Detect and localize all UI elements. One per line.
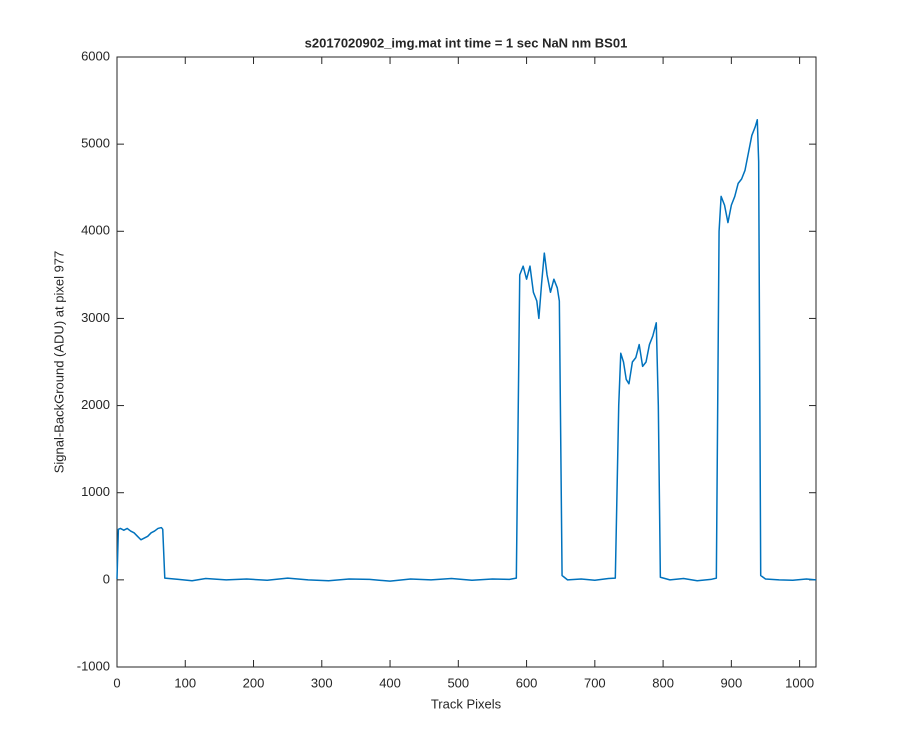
x-tick-label: 0: [113, 675, 120, 690]
x-tick-label: 600: [516, 675, 538, 690]
y-tick-label: 6000: [81, 48, 110, 63]
data-line: [116, 118, 817, 582]
y-tick-label: 0: [103, 571, 110, 586]
y-tick-label: 2000: [81, 397, 110, 412]
x-tick-label: 500: [447, 675, 469, 690]
x-tick-label: 300: [311, 675, 333, 690]
x-tick-label: 900: [721, 675, 743, 690]
plot-box: [116, 56, 817, 668]
x-tick-label: 400: [379, 675, 401, 690]
y-tick-label: 1000: [81, 484, 110, 499]
y-axis-label: Signal-BackGround (ADU) at pixel 977: [51, 251, 66, 474]
x-tick-label: 1000: [785, 675, 814, 690]
x-tick-label: 100: [174, 675, 196, 690]
y-tick-label: 5000: [81, 136, 110, 151]
y-tick-label: 4000: [81, 223, 110, 238]
chart-title: s2017020902_img.mat int time = 1 sec NaN…: [305, 35, 628, 50]
y-tick-label: 3000: [81, 310, 110, 325]
y-tick-label: -1000: [77, 658, 110, 673]
x-axis-label: Track Pixels: [431, 696, 502, 711]
x-tick-label: 200: [243, 675, 265, 690]
x-tick-label: 700: [584, 675, 606, 690]
x-tick-label: 800: [652, 675, 674, 690]
